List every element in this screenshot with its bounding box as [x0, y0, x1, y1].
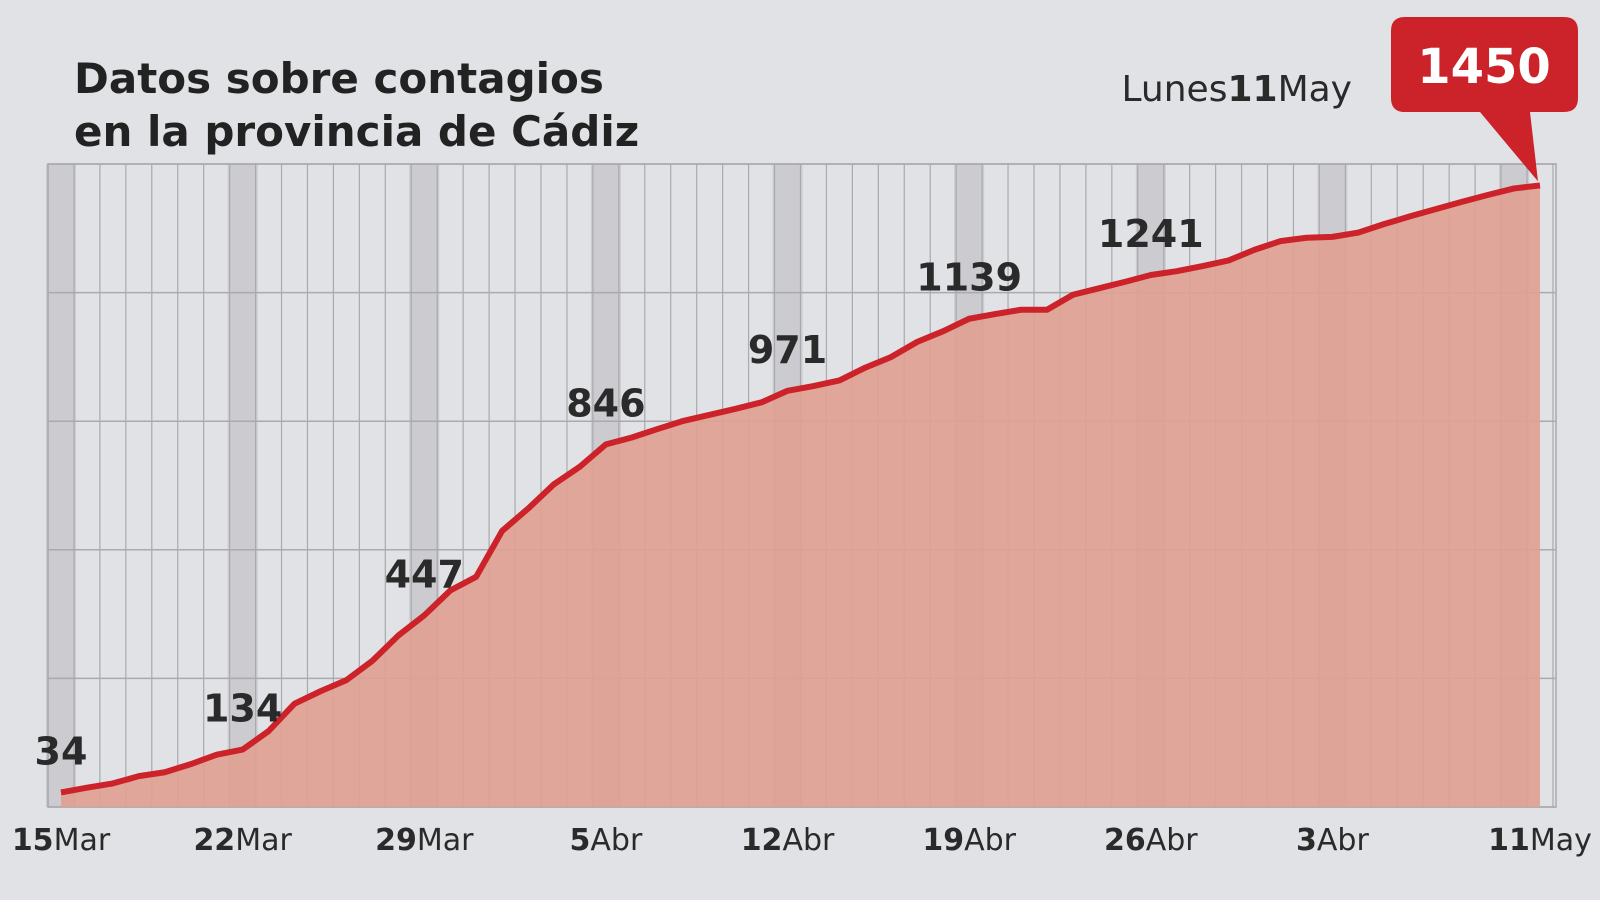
date-annotation: Lunes11May [1121, 69, 1352, 110]
x-tick-label: 26Abr [1104, 823, 1198, 858]
callout-bubble [1391, 17, 1578, 182]
chart-title: en la provincia de Cádiz [74, 107, 639, 156]
data-label: 1241 [1098, 212, 1204, 256]
data-label: 447 [385, 552, 464, 596]
x-tick-label: 12Abr [741, 823, 835, 858]
data-label: 1450 [1417, 39, 1551, 95]
x-tick-label: 15Mar [12, 823, 111, 858]
x-tick-label: 3Abr [1296, 823, 1369, 858]
x-tick-label: 19Abr [922, 823, 1016, 858]
plot-area: 15Mar 22Mar 29Mar 5Abr 12Abr 19Abr 26Abr 3Abr 11… [12, 17, 1592, 858]
x-tick-label: 22Mar [193, 823, 292, 858]
week-band [227, 164, 258, 807]
week-band [46, 164, 76, 807]
chart-title: Datos sobre contagios [74, 54, 604, 103]
data-label: 34 [35, 729, 88, 773]
area [61, 185, 1540, 807]
data-label: 846 [566, 381, 645, 425]
x-tick-label: 5Abr [570, 823, 643, 858]
data-label: 1139 [916, 256, 1022, 300]
x-tick-label: 29Mar [375, 823, 474, 858]
data-label: 971 [748, 328, 827, 372]
x-tick-label: 11May [1488, 823, 1592, 858]
line [60, 182, 1541, 796]
data-label: 134 [203, 687, 282, 731]
